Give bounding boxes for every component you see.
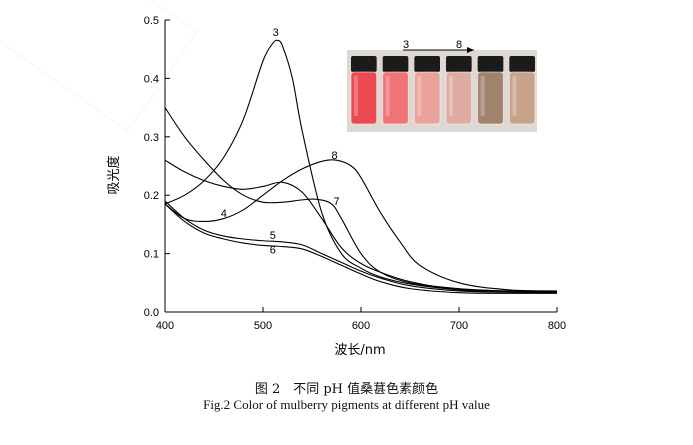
- x-tick-label: 500: [254, 320, 272, 332]
- vial-highlight: [512, 76, 517, 116]
- x-axis-title: 波长/nm: [334, 343, 385, 358]
- vial-liquid: [350, 71, 378, 125]
- series-line-ph-5: [164, 200, 558, 294]
- vial-cap: [446, 56, 472, 72]
- vial-liquid: [445, 71, 473, 125]
- figure-caption-chinese: 图 2 不同 pH 值桑葚色素颜色: [254, 382, 439, 397]
- x-tick-label: 400: [156, 320, 174, 332]
- vial-highlight: [417, 76, 422, 116]
- vial-cap: [351, 56, 377, 72]
- inset-arrow-head: [467, 47, 474, 53]
- y-axis-title: 吸光度: [106, 155, 122, 194]
- vial-cap: [382, 56, 409, 72]
- series-label-ph-3: 3: [273, 27, 279, 39]
- series-labels: 3 4 5 6 7 8: [221, 27, 340, 257]
- vial-cap: [509, 56, 535, 72]
- vial-highlight: [480, 76, 485, 116]
- series-label-ph-7: 7: [333, 196, 339, 208]
- series-label-ph-6: 6: [270, 245, 276, 257]
- vial-cap: [414, 56, 440, 72]
- vial-liquid: [413, 71, 441, 125]
- vial-highlight: [354, 76, 358, 116]
- series-label-ph-4: 4: [221, 208, 227, 220]
- y-tick-label: 0.0: [144, 307, 159, 319]
- y-tick-label: 0.3: [144, 132, 159, 144]
- series-line-ph-8: [164, 159, 558, 292]
- vial-highlight: [385, 76, 390, 116]
- series-line-ph-7: [164, 107, 558, 293]
- inset-label-start: 3: [403, 39, 409, 51]
- vial-liquid: [382, 71, 409, 125]
- y-tick-label: 0.4: [144, 73, 159, 85]
- figure-caption-english: Fig.2 Color of mulberry pigments at diff…: [203, 397, 490, 412]
- vial-liquid: [477, 71, 504, 125]
- series-label-ph-8: 8: [331, 150, 337, 162]
- vial-highlight: [449, 76, 453, 116]
- x-tick-label: 800: [548, 320, 566, 332]
- x-tick-label: 700: [450, 320, 468, 332]
- series-line-ph-3: [164, 39, 558, 293]
- series-line-ph-6: [164, 203, 558, 294]
- x-tick-label: 600: [352, 320, 370, 332]
- inset-label-end: 8: [456, 39, 462, 51]
- absorbance-chart: 0.0 0.1 0.2 0.3 0.4 0.5 400 500 600 700 800 3 4 5 6 7 8…: [106, 15, 566, 358]
- chart-axes: 0.0 0.1 0.2 0.3 0.4 0.5 400 500 600 700 800: [144, 15, 566, 332]
- y-tick-label: 0.2: [144, 190, 159, 202]
- vial-liquid: [508, 71, 536, 125]
- series-layer: [164, 39, 558, 294]
- y-tick-label: 0.1: [144, 249, 159, 261]
- vial-cap: [477, 56, 504, 72]
- inset-background: [347, 50, 537, 132]
- y-tick-label: 0.5: [144, 15, 159, 27]
- series-label-ph-5: 5: [270, 230, 276, 242]
